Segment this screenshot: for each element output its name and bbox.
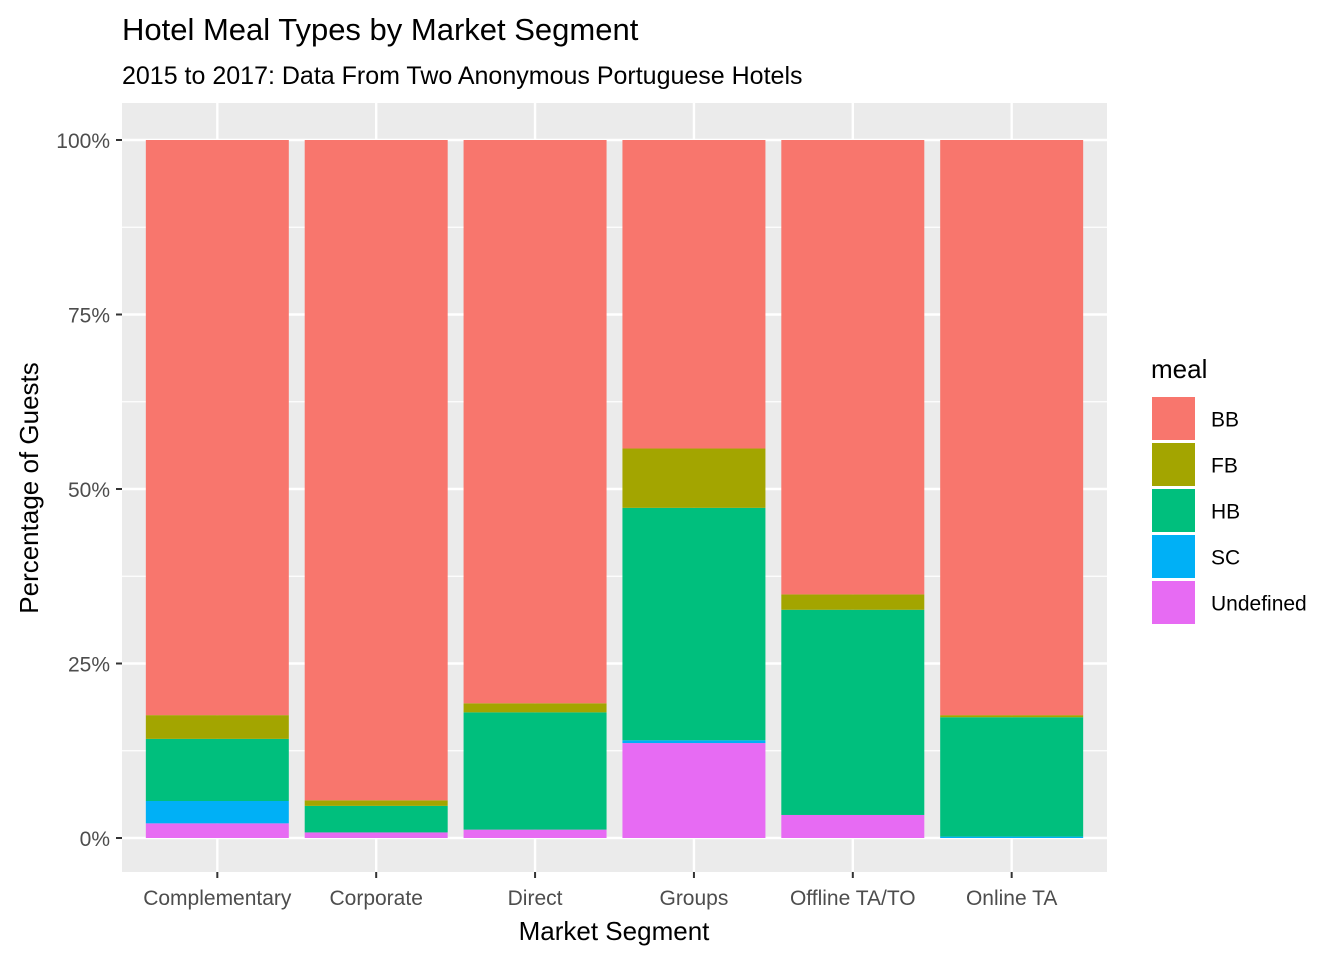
bar-segment-fb bbox=[145, 715, 289, 739]
bars bbox=[145, 140, 1084, 838]
legend-key-bb bbox=[1152, 397, 1195, 440]
y-tick-label: 25% bbox=[68, 654, 110, 677]
bar-segment-bb bbox=[622, 140, 766, 449]
x-tick-label: Offline TA/TO bbox=[790, 887, 916, 910]
bar-segment-undefined bbox=[145, 823, 289, 838]
legend-label: Undefined bbox=[1211, 593, 1307, 616]
legend-key-fb bbox=[1152, 443, 1195, 486]
bar-segment-undefined bbox=[622, 743, 766, 838]
chart-title: Hotel Meal Types by Market Segment bbox=[122, 12, 639, 47]
x-tick-label: Corporate bbox=[329, 887, 422, 910]
bar-segment-hb bbox=[304, 805, 448, 833]
bar-segment-undefined bbox=[781, 814, 925, 838]
chart-subtitle: 2015 to 2017: Data From Two Anonymous Po… bbox=[122, 62, 803, 90]
legend-key-sc bbox=[1152, 535, 1195, 578]
legend-label: BB bbox=[1211, 409, 1239, 432]
bar-segment-sc bbox=[940, 836, 1084, 838]
bar-segment-bb bbox=[463, 140, 607, 704]
bar-segment-bb bbox=[304, 140, 448, 801]
bar-segment-hb bbox=[622, 507, 766, 741]
legend: meal BB FB HB SC Undefined bbox=[1151, 354, 1307, 624]
bar-segment-hb bbox=[781, 609, 925, 815]
bar-segment-hb bbox=[463, 712, 607, 830]
legend-label: SC bbox=[1211, 547, 1240, 570]
bar-segment-fb bbox=[304, 800, 448, 806]
y-axis-title: Percentage of Guests bbox=[14, 362, 44, 613]
bar-segment-sc bbox=[622, 740, 766, 744]
bar-segment-undefined bbox=[463, 829, 607, 838]
bar-segment-fb bbox=[463, 703, 607, 713]
y-tick-label: 0% bbox=[80, 828, 110, 851]
bar-segment-sc bbox=[145, 801, 289, 824]
legend-title: meal bbox=[1151, 354, 1207, 384]
y-tick-label: 75% bbox=[68, 305, 110, 328]
axes: 0% 25% 50% 75% 100% Complementary Corporate Dir… bbox=[56, 130, 1057, 910]
bar-segment-bb bbox=[145, 140, 289, 716]
y-tick-label: 100% bbox=[56, 130, 110, 153]
x-tick-label: Direct bbox=[508, 887, 563, 910]
bar-segment-hb bbox=[145, 738, 289, 802]
bar-segment-bb bbox=[940, 140, 1084, 716]
bar-segment-fb bbox=[940, 715, 1084, 718]
bar-segment-fb bbox=[781, 594, 925, 610]
bar-segment-fb bbox=[622, 448, 766, 508]
bar-segment-bb bbox=[781, 140, 925, 595]
x-axis-title: Market Segment bbox=[519, 916, 711, 946]
legend-label: HB bbox=[1211, 501, 1240, 524]
x-tick-label: Complementary bbox=[143, 887, 292, 910]
legend-key-hb bbox=[1152, 489, 1195, 532]
bar-segment-hb bbox=[940, 717, 1084, 837]
bar-segment-undefined bbox=[304, 832, 448, 838]
legend-label: FB bbox=[1211, 455, 1238, 478]
legend-key-undefined bbox=[1152, 581, 1195, 624]
x-tick-label: Online TA bbox=[966, 887, 1057, 910]
y-tick-label: 50% bbox=[68, 479, 110, 502]
x-tick-label: Groups bbox=[659, 887, 728, 910]
